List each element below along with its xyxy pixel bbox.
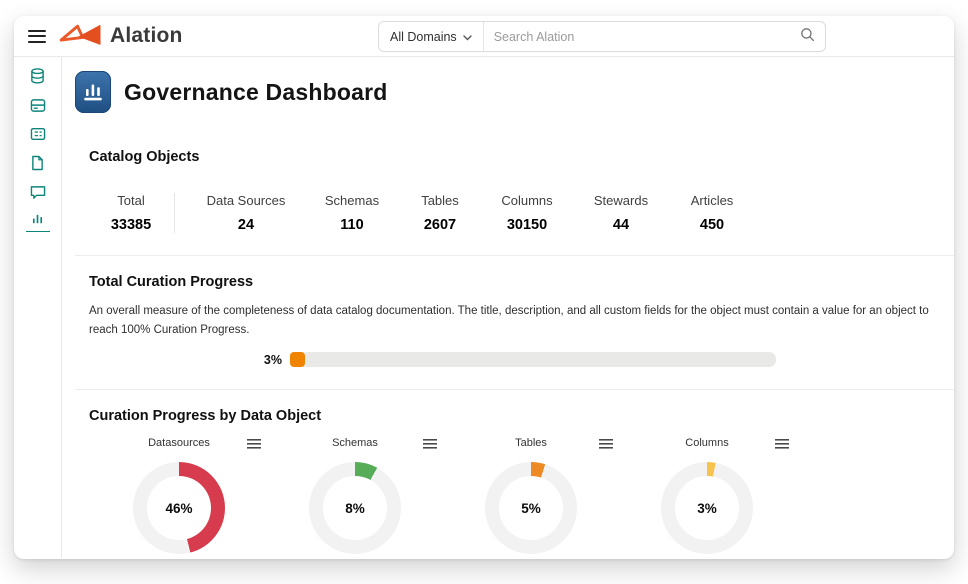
brand-wordmark: Alation bbox=[110, 24, 183, 47]
global-search-bar: All Domains bbox=[378, 21, 826, 52]
stat-column: Articles 450 bbox=[680, 193, 744, 233]
domain-filter-value: All Domains bbox=[390, 29, 457, 44]
stat-value: 110 bbox=[340, 217, 364, 233]
donut-chart: Datasources 46% bbox=[91, 437, 267, 555]
search-input[interactable] bbox=[483, 29, 800, 44]
main-content: Governance Dashboard Catalog Objects Tot… bbox=[62, 57, 954, 558]
progress-bar-fill bbox=[290, 352, 305, 368]
page-header: Governance Dashboard bbox=[75, 71, 954, 113]
alation-bowtie-icon bbox=[59, 21, 103, 52]
document-icon[interactable] bbox=[26, 152, 50, 174]
donut-ring: 46% bbox=[133, 462, 225, 555]
divider bbox=[75, 389, 954, 391]
stat-value: 33385 bbox=[110, 217, 152, 233]
curation-by-object-heading: Curation Progress by Data Object bbox=[89, 408, 322, 425]
stat-column: Total 33385 bbox=[89, 193, 173, 233]
total-curation-heading: Total Curation Progress bbox=[89, 274, 254, 290]
menu-icon[interactable] bbox=[28, 29, 46, 43]
donut-chart-header: Tables bbox=[443, 437, 619, 452]
stat-label: Tables bbox=[421, 193, 459, 208]
donut-chart-title: Tables bbox=[515, 437, 547, 450]
stat-label: Articles bbox=[690, 193, 734, 208]
donut-chart-title: Schemas bbox=[332, 437, 378, 450]
donut-chart-title: Datasources bbox=[148, 437, 210, 450]
stat-column: Schemas 110 bbox=[316, 193, 388, 233]
top-navigation-bar: Alation All Domains bbox=[14, 16, 954, 57]
stat-label: Data Sources bbox=[206, 193, 286, 208]
total-curation-progress: 3% bbox=[62, 352, 954, 368]
donut-percent-label: 8% bbox=[345, 500, 365, 516]
stat-column: Columns 30150 bbox=[492, 193, 562, 233]
donut-chart-header: Columns bbox=[619, 437, 795, 452]
donut-chart: Schemas 8% bbox=[267, 437, 443, 555]
chat-icon[interactable] bbox=[26, 181, 50, 203]
stat-value: 44 bbox=[612, 217, 630, 233]
chart-context-menu-icon[interactable] bbox=[599, 439, 613, 450]
chart-context-menu-icon[interactable] bbox=[423, 439, 437, 450]
donut-percent-label: 5% bbox=[521, 500, 541, 516]
page-title: Governance Dashboard bbox=[124, 78, 388, 105]
brand-logo[interactable]: Alation bbox=[59, 21, 183, 52]
app-window: Alation All Domains bbox=[14, 16, 954, 559]
bar-chart-icon[interactable] bbox=[25, 210, 50, 232]
left-sidebar bbox=[14, 57, 62, 558]
donut-chart-header: Schemas bbox=[267, 437, 443, 452]
chart-context-menu-icon[interactable] bbox=[247, 439, 261, 450]
catalog-objects-heading: Catalog Objects bbox=[89, 149, 200, 165]
stat-column: Tables 2607 bbox=[388, 193, 492, 233]
stat-value: 30150 bbox=[506, 217, 548, 233]
grid-card-icon[interactable] bbox=[26, 123, 50, 145]
donut-ring: 3% bbox=[661, 462, 753, 555]
stat-label: Stewards bbox=[593, 193, 649, 208]
donut-ring: 8% bbox=[309, 462, 401, 555]
donut-chart: Columns 3% bbox=[619, 437, 795, 555]
donut-percent-label: 46% bbox=[165, 500, 193, 516]
stat-vertical-divider bbox=[174, 193, 175, 233]
search-icon[interactable] bbox=[800, 27, 815, 47]
donut-charts-row: Datasources 46% Schemas 8% Tables 5% Col… bbox=[62, 437, 954, 555]
donut-chart-header: Datasources bbox=[91, 437, 267, 452]
progress-percent-label: 3% bbox=[263, 352, 282, 367]
divider bbox=[75, 255, 954, 256]
donut-chart-title: Columns bbox=[685, 437, 729, 450]
donut-ring: 5% bbox=[485, 462, 577, 555]
stat-column: Stewards 44 bbox=[562, 193, 680, 233]
donut-percent-label: 3% bbox=[697, 500, 717, 516]
dashboard-tile-icon bbox=[75, 71, 111, 113]
chevron-down-icon bbox=[462, 30, 472, 44]
stat-value: 2607 bbox=[423, 217, 457, 233]
stat-label: Total bbox=[117, 193, 145, 208]
stat-value: 450 bbox=[699, 217, 725, 233]
donut-chart: Tables 5% bbox=[443, 437, 619, 555]
stat-label: Columns bbox=[501, 193, 553, 208]
stat-column: Data Sources 24 bbox=[176, 193, 316, 233]
stat-value: 24 bbox=[237, 217, 255, 233]
database-icon[interactable] bbox=[26, 65, 50, 87]
stat-label: Schemas bbox=[324, 193, 380, 208]
chart-context-menu-icon[interactable] bbox=[775, 439, 789, 450]
total-curation-description: An overall measure of the completeness o… bbox=[89, 305, 929, 336]
progress-bar-track bbox=[290, 352, 776, 368]
catalog-objects-stats: Total 33385 Data Sources 24 Schemas 110 … bbox=[89, 193, 954, 233]
domain-filter-dropdown[interactable]: All Domains bbox=[379, 22, 484, 51]
drive-icon[interactable] bbox=[26, 94, 50, 116]
